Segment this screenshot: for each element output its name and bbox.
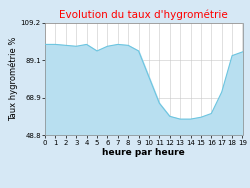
X-axis label: heure par heure: heure par heure bbox=[102, 148, 185, 157]
Y-axis label: Taux hygrométrie %: Taux hygrométrie % bbox=[8, 37, 18, 121]
Title: Evolution du taux d'hygrométrie: Evolution du taux d'hygrométrie bbox=[60, 10, 228, 20]
